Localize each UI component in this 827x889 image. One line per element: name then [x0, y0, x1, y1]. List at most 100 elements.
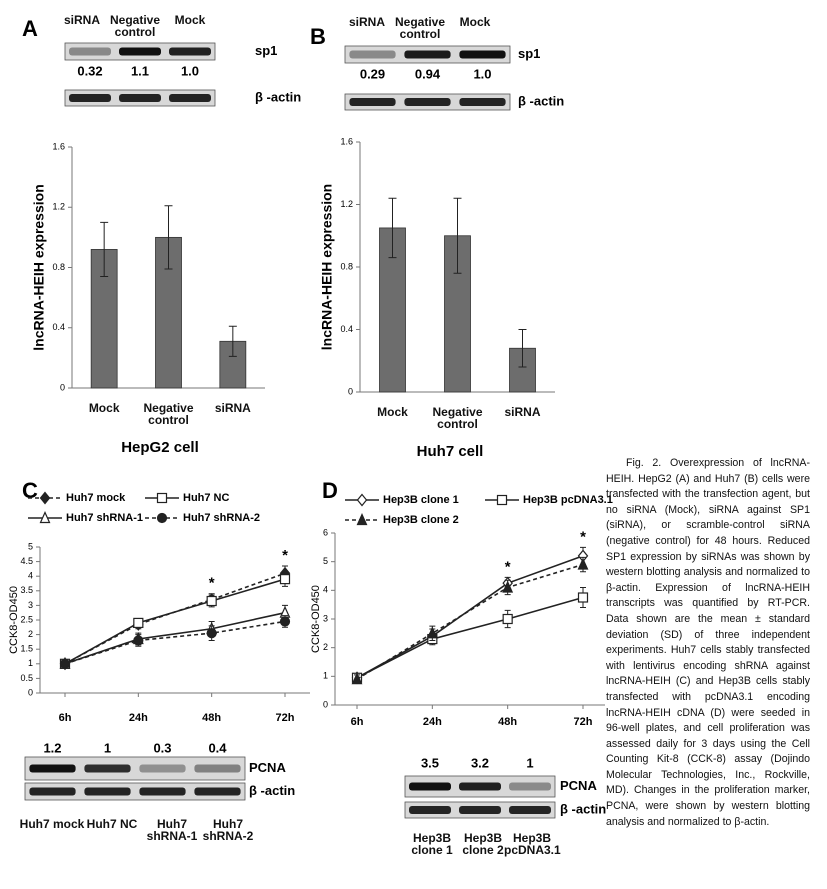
series-line — [64, 572, 286, 665]
significance-mark: * — [282, 547, 288, 564]
y-tick-label: 4 — [28, 571, 33, 581]
x-axis-label: Huh7 cell — [417, 443, 484, 460]
blot-band — [404, 50, 451, 59]
x-tick-label: 48h — [498, 716, 517, 728]
y-tick-label: 1.6 — [340, 136, 353, 146]
blot-quantity: 0.94 — [415, 66, 441, 81]
x-tick-label: 24h — [129, 712, 148, 724]
y-tick-label: 1.2 — [340, 199, 353, 209]
legend-label: Hep3B pcDNA3.1 — [523, 494, 613, 506]
lane-label: Hep3B pcDNA3.1 — [504, 831, 561, 857]
lane-label: Negative control — [394, 15, 446, 41]
error-bar — [164, 205, 173, 270]
data-point — [206, 628, 217, 639]
blot-quantity: 1.1 — [131, 63, 149, 78]
legend-marker — [356, 513, 368, 526]
blot-quantity: 0.32 — [77, 63, 102, 78]
error-bar — [228, 325, 237, 357]
blot-band — [459, 782, 501, 791]
legend-label: Huh7 shRNA-1 — [66, 512, 143, 524]
blot-quantity: 0.29 — [360, 66, 385, 81]
blot-band — [459, 50, 506, 59]
data-point — [502, 580, 514, 593]
y-axis-label: lncRNA-HEIH expression — [319, 184, 335, 350]
data-point — [133, 635, 144, 646]
data-point — [279, 574, 291, 585]
x-tick-label: 48h — [202, 712, 221, 724]
y-tick-label: 0.4 — [52, 322, 65, 332]
blot-band — [139, 764, 186, 773]
x-tick-label: siRNA — [214, 401, 251, 415]
legend-marker — [356, 493, 368, 507]
y-tick-label: 1.6 — [52, 141, 65, 151]
series-line — [356, 596, 584, 679]
blot-band — [29, 764, 76, 773]
actin-band — [459, 98, 506, 106]
blot-band — [69, 47, 111, 56]
panel-letter: B — [310, 24, 326, 49]
y-tick-label: 0 — [323, 699, 328, 709]
actin-band — [69, 94, 111, 102]
blot-quantity: 1 — [104, 740, 111, 755]
y-tick-label: 0 — [60, 382, 65, 392]
x-tick-label: Negative control — [143, 401, 194, 427]
y-tick-label: 5 — [28, 541, 33, 551]
y-tick-label: 3.5 — [20, 585, 33, 595]
data-point — [577, 592, 589, 603]
actin-band — [119, 94, 161, 102]
data-point — [502, 613, 513, 625]
legend-label: Huh7 NC — [183, 492, 230, 504]
series-line — [356, 563, 584, 680]
actin-band — [169, 94, 211, 102]
panel-letter: D — [322, 478, 338, 503]
significance-mark: * — [209, 575, 215, 592]
significance-mark: * — [580, 528, 586, 545]
legend-label: Huh7 mock — [66, 492, 126, 504]
lane-label: siRNA — [63, 13, 100, 27]
actin-band — [404, 98, 451, 106]
actin-band — [84, 787, 131, 796]
legend-marker — [156, 512, 168, 524]
actin-band — [459, 806, 501, 814]
blot-row-label: sp1 — [255, 43, 277, 58]
y-tick-label: 0.8 — [340, 261, 353, 271]
y-axis-label: CCK8-OD450 — [8, 586, 20, 654]
y-axis-label: lncRNA-HEIH expression — [31, 184, 47, 350]
caption: Fig. 2. Overexpression of lncRNA-HEIH. H… — [606, 457, 810, 828]
x-tick-label: 6h — [59, 712, 72, 724]
x-tick-label: Mock — [377, 405, 408, 419]
y-tick-label: 3 — [323, 613, 328, 623]
blot-background — [24, 756, 246, 781]
x-tick-label: 24h — [423, 716, 442, 728]
blot-row-label: PCNA — [560, 778, 597, 793]
blot-band — [409, 782, 451, 791]
x-tick-label: 6h — [351, 716, 364, 728]
actin-band — [194, 787, 241, 796]
error-bar — [518, 329, 527, 368]
blot-band — [509, 782, 551, 791]
data-point — [279, 616, 291, 627]
data-point — [351, 672, 363, 685]
actin-band — [139, 787, 186, 796]
panel-letter: C — [22, 478, 38, 503]
blot-row-label: β -actin — [518, 93, 564, 108]
lane-label: Huh7 mock — [19, 817, 85, 831]
data-point — [133, 617, 144, 629]
actin-band — [29, 787, 76, 796]
lane-label: Mock — [459, 15, 491, 29]
panel-letter: A — [22, 16, 38, 41]
error-bar — [388, 197, 397, 259]
x-axis-label: HepG2 cell — [121, 439, 199, 456]
y-tick-label: 1 — [28, 658, 33, 668]
y-tick-label: 1.5 — [20, 644, 33, 654]
error-bar — [100, 221, 109, 278]
x-tick-label: Negative control — [432, 405, 483, 431]
y-tick-label: 2 — [28, 629, 33, 639]
lane-label: Hep3B clone 2 — [462, 831, 504, 857]
data-point — [577, 557, 589, 570]
x-tick-label: Mock — [88, 401, 120, 415]
blot-band — [119, 47, 161, 56]
y-axis-label: CCK8-OD450 — [310, 585, 322, 653]
lane-label: Huh7 NC — [86, 817, 138, 831]
